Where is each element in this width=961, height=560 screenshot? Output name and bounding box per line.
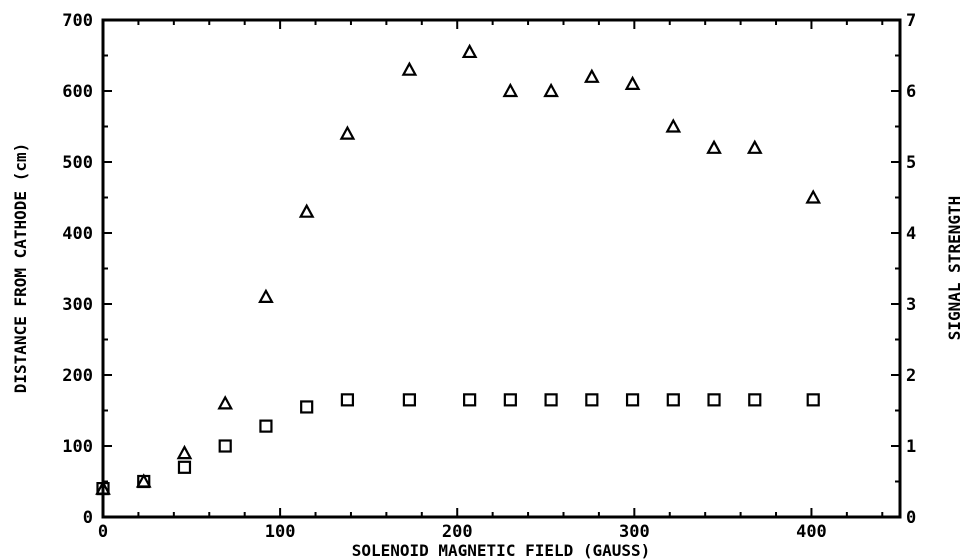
y-right-tick-label: 7 (906, 11, 916, 31)
y-tick-label: 400 (62, 224, 93, 244)
y-right-tick-label: 6 (906, 82, 916, 102)
square-point (666, 393, 680, 407)
y-right-tick-label: 4 (906, 224, 916, 244)
square-point (503, 393, 517, 407)
y-axis-right-label: SIGNAL STRENGTH (945, 196, 961, 341)
triangle-point (665, 118, 682, 133)
square-point (707, 393, 721, 407)
y-right-tick-label: 1 (906, 437, 916, 457)
plot-frame (101, 18, 902, 519)
y-right-tick-label: 5 (906, 153, 916, 173)
square-point (177, 460, 192, 474)
y-right-tick-label: 3 (906, 295, 916, 315)
x-tick-label: 400 (796, 522, 827, 542)
square-point (625, 393, 640, 407)
triangle-point (217, 395, 234, 410)
x-tick-label: 200 (442, 522, 473, 542)
square-point (137, 474, 151, 489)
y-right-tick-label: 0 (906, 508, 916, 528)
triangle-point (176, 444, 193, 460)
square-point (340, 393, 355, 407)
triangle-point (298, 203, 315, 218)
x-tick-label: 300 (619, 522, 650, 542)
triangle-point (624, 75, 641, 91)
square-point (463, 393, 477, 407)
y-tick-label: 500 (62, 153, 93, 173)
y-tick-label: 0 (83, 508, 93, 528)
y-tick-label: 600 (62, 82, 93, 102)
square-point (300, 400, 314, 414)
triangle-point (135, 473, 152, 488)
x-tick-label: 0 (98, 522, 108, 542)
square-point (218, 439, 232, 453)
square-point (544, 393, 558, 407)
x-tick-label: 100 (265, 522, 296, 542)
y-tick-label: 700 (62, 11, 93, 31)
triangle-point (543, 82, 559, 98)
triangle-point (258, 288, 274, 303)
y-tick-label: 200 (62, 366, 93, 386)
square-point (96, 482, 110, 496)
triangle-point (502, 82, 519, 98)
triangle-point (746, 139, 763, 154)
square-point (585, 393, 599, 407)
ticks (102, 19, 900, 518)
square-point (806, 393, 820, 407)
y-tick-label: 100 (62, 437, 93, 457)
data-points (95, 43, 822, 496)
triangle-point (401, 61, 418, 76)
triangle-point (805, 189, 822, 204)
triangle-point (583, 68, 600, 83)
triangle-point (461, 43, 478, 59)
triangle-point (706, 139, 722, 154)
y-tick-label: 300 (62, 295, 93, 315)
x-axis-label: SOLENOID MAGNETIC FIELD (GAUSS) (352, 541, 651, 560)
triangle-point (339, 125, 356, 140)
y-axis-label: DISTANCE FROM CATHODE (cm) (11, 143, 30, 393)
y-right-tick-label: 2 (906, 366, 916, 386)
tick-labels: 0 100 200 300 400 0 100 200 300 400 500 600 700 0 1 2 3 4… (62, 11, 916, 542)
square-point (402, 393, 417, 407)
square-point (748, 393, 762, 407)
square-point (259, 419, 273, 433)
